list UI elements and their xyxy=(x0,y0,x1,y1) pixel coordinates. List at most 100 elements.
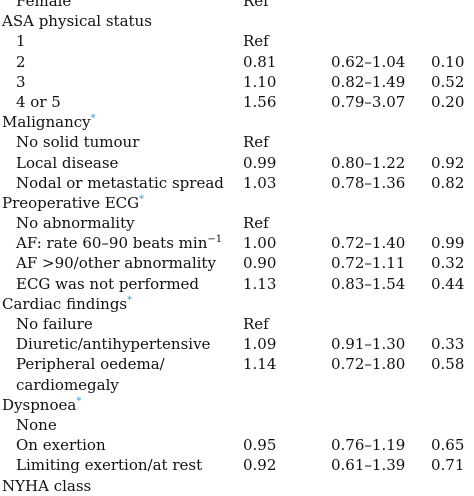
row-label-text: 3 xyxy=(16,72,26,91)
confidence-interval-cell: 0.78–1.36 xyxy=(331,173,406,192)
confidence-interval-cell: 0.62–1.04 xyxy=(331,52,406,71)
row-label: 4 or 5 xyxy=(16,92,61,112)
table-row: 3 1.10 0.82–1.49 0.52 xyxy=(0,72,474,92)
table-row: Peripheral oedema/ cardiomegaly 1.14 0.72–… xyxy=(0,354,474,394)
table-row: AF >90/other abnormality 0.90 0.72–1.11 0.3… xyxy=(0,253,474,273)
odds-ratio-cell: 1.14 xyxy=(243,355,277,374)
table-row: 4 or 5 1.56 0.79–3.07 0.20 xyxy=(0,92,474,112)
row-label: No solid tumour xyxy=(16,132,139,152)
footnote-asterisk: * xyxy=(139,193,145,205)
odds-ratio-cell: 0.99 xyxy=(243,153,277,172)
confidence-interval-cell: 0.82–1.49 xyxy=(331,72,406,91)
row-label-text: No abnormality xyxy=(16,214,135,233)
row-label: Diuretic/antihypertensive xyxy=(16,334,210,354)
row-label-text: No failure xyxy=(16,315,93,333)
row-label-text: NYHA class xyxy=(2,476,92,495)
table-row: No solid tumour Ref xyxy=(0,132,474,152)
row-label-text: 4 or 5 xyxy=(16,92,61,111)
odds-ratio-cell: 1.10 xyxy=(243,72,277,91)
table-row: On exertion 0.95 0.76–1.19 0.65 xyxy=(0,435,474,455)
odds-ratio-cell: 0.81 xyxy=(243,52,277,71)
row-label: Cardiac findings* xyxy=(2,294,132,314)
odds-ratio-cell: 0.92 xyxy=(243,456,277,475)
row-label: AF >90/other abnormality xyxy=(16,253,216,273)
row-label-text: Cardiac findings xyxy=(2,294,128,313)
p-value-cell: 0.82 xyxy=(431,173,465,192)
odds-ratio-cell: 1.56 xyxy=(243,92,277,111)
row-label: No abnormality xyxy=(16,213,135,233)
row-label: ASA physical status xyxy=(2,11,152,31)
row-label: Dyspnoea* xyxy=(2,395,81,415)
odds-ratio-cell: Ref xyxy=(243,133,269,152)
confidence-interval-cell: 0.61–1.39 xyxy=(331,456,406,475)
odds-ratio-cell: Ref xyxy=(243,32,269,51)
row-label: 3 xyxy=(16,72,26,92)
row-label-text: Limiting exertion/at rest xyxy=(16,456,203,475)
row-label: ECG was not performed xyxy=(16,274,199,294)
odds-ratio-cell: 1.00 xyxy=(243,234,277,253)
p-value-cell: 0.92 xyxy=(431,153,465,172)
confidence-interval-cell: 0.72–1.11 xyxy=(331,254,406,273)
row-label-text: Local disease xyxy=(16,153,119,172)
row-label: Local disease xyxy=(16,153,118,173)
row-label-text: Nodal or metastatic spread xyxy=(16,173,224,192)
row-label-text: ASA physical status xyxy=(2,12,152,31)
p-value-cell: 0.65 xyxy=(431,436,465,455)
p-value-cell: 0.58 xyxy=(431,355,465,374)
confidence-interval-cell: 0.79–3.07 xyxy=(331,92,406,111)
odds-ratio-cell: 0.95 xyxy=(243,436,277,455)
table-row: Nodal or metastatic spread 1.03 0.78–1.36 0… xyxy=(0,173,474,193)
odds-ratio-cell: Ref xyxy=(243,315,269,333)
odds-ratio-cell: Ref xyxy=(243,214,269,233)
odds-ratio-cell: 1.09 xyxy=(243,335,277,354)
odds-ratio-cell: Ref xyxy=(243,0,269,10)
row-label: 2 xyxy=(16,52,26,72)
unit-superscript: −1 xyxy=(207,234,223,246)
row-label-text: None xyxy=(16,415,57,434)
row-label-text: On exertion xyxy=(16,436,106,455)
row-label-text: No solid tumour xyxy=(16,133,140,152)
p-value-cell: 0.71 xyxy=(431,456,465,475)
row-label: None xyxy=(16,415,57,435)
row-label-text: Preoperative ECG xyxy=(2,193,140,212)
table-row: Diuretic/antihypertensive 1.09 0.91–1.30 0.… xyxy=(0,334,474,354)
table-row: Cardiac findings* xyxy=(0,294,474,314)
table-row: Female Ref xyxy=(0,0,474,11)
row-label: Peripheral oedema/ cardiomegaly xyxy=(16,354,231,394)
row-label: Female xyxy=(16,0,71,11)
row-label: Limiting exertion/at rest xyxy=(16,455,202,475)
row-label: No failure xyxy=(16,314,93,334)
row-label: AF: rate 60–90 beats min−1 xyxy=(16,233,222,253)
footnote-asterisk: * xyxy=(90,113,96,125)
row-label-text: AF >90/other abnormality xyxy=(16,254,216,273)
table-row: No abnormality Ref xyxy=(0,213,474,233)
row-label-text: Malignancy xyxy=(2,113,91,132)
confidence-interval-cell: 0.72–1.40 xyxy=(331,234,406,253)
table-row: ECG was not performed 1.13 0.83–1.54 0.44 xyxy=(0,274,474,294)
footnote-asterisk: * xyxy=(127,294,133,306)
table-row: AF: rate 60–90 beats min−1 1.00 0.72–1.40 0… xyxy=(0,233,474,253)
row-label: On exertion xyxy=(16,435,106,455)
p-value-cell: 0.52 xyxy=(431,72,465,91)
p-value-cell: 0.20 xyxy=(431,92,465,111)
table-row: Preoperative ECG* xyxy=(0,193,474,213)
p-value-cell: 0.44 xyxy=(431,274,465,293)
confidence-interval-cell: 0.72–1.80 xyxy=(331,355,406,374)
row-label-text: Diuretic/antihypertensive xyxy=(16,335,211,354)
table-row: 2 0.81 0.62–1.04 0.10 xyxy=(0,52,474,72)
row-label-text: 1 xyxy=(16,32,26,51)
row-label: 1 xyxy=(16,31,26,51)
table-row: Local disease 0.99 0.80–1.22 0.92 xyxy=(0,153,474,173)
footnote-asterisk: * xyxy=(76,395,82,407)
row-label-text: Dyspnoea xyxy=(2,395,77,414)
confidence-interval-cell: 0.83–1.54 xyxy=(331,274,406,293)
row-label-text: 2 xyxy=(16,52,26,71)
table-row: ASA physical status xyxy=(0,11,474,31)
p-value-cell: 0.99 xyxy=(431,234,465,253)
odds-ratio-cell: 0.90 xyxy=(243,254,277,273)
row-label-text: AF: rate 60–90 beats min xyxy=(16,234,208,253)
p-value-cell: 0.32 xyxy=(431,254,465,273)
row-label: Nodal or metastatic spread xyxy=(16,173,224,193)
table-row: 1 Ref xyxy=(0,31,474,51)
